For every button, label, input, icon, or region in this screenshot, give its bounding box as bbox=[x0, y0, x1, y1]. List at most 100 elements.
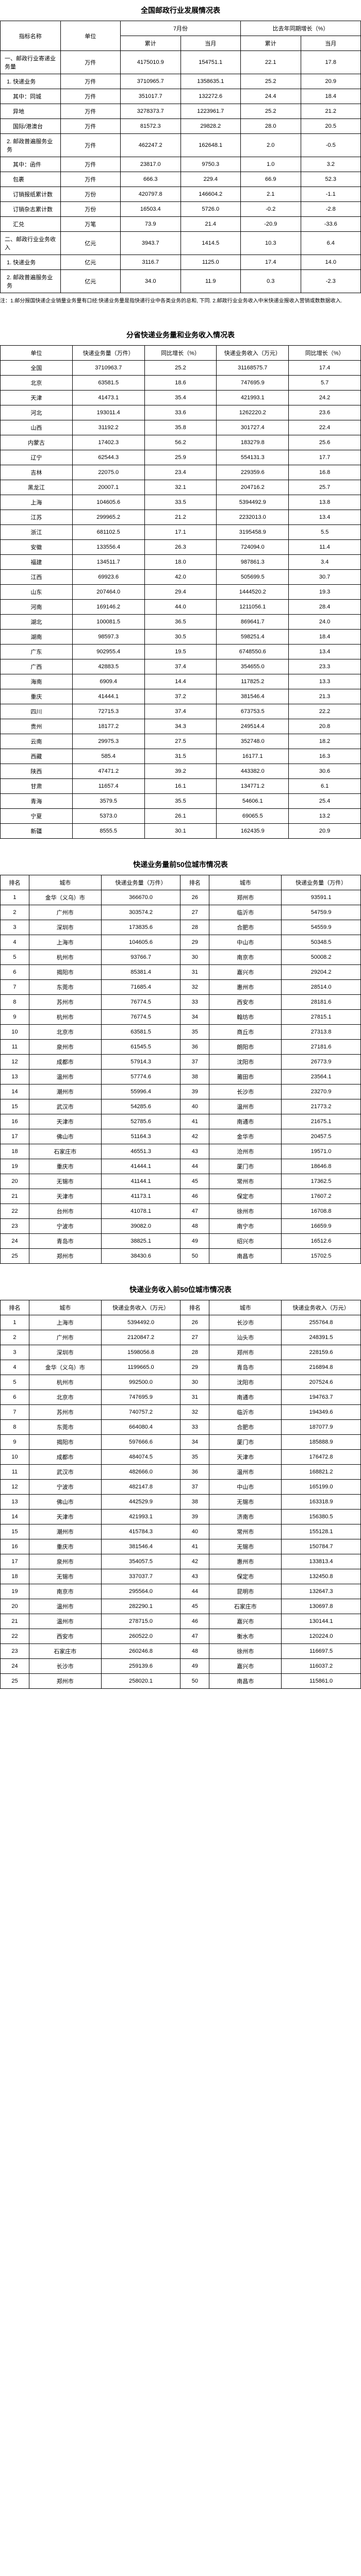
rank-l: 16 bbox=[1, 1114, 29, 1129]
city-l: 武汉市 bbox=[29, 1099, 101, 1114]
table-row: 19 南京市 295564.0 44 昆明市 132647.3 bbox=[1, 1584, 361, 1599]
city-r: 中山市 bbox=[209, 1480, 282, 1495]
city-r: 厦门市 bbox=[209, 1159, 282, 1174]
t4-h-c2: 城市 bbox=[209, 1300, 282, 1315]
val-r: 28181.6 bbox=[282, 995, 361, 1010]
t3-h-r1: 排名 bbox=[1, 875, 29, 890]
prov-rev: 1262220.2 bbox=[217, 405, 289, 420]
row-b: 1358635.1 bbox=[180, 74, 241, 89]
val-r: 120224.0 bbox=[282, 1629, 361, 1644]
val-r: 16708.8 bbox=[282, 1204, 361, 1219]
row-d: 20.9 bbox=[301, 74, 361, 89]
table-row: 25 郑州市 38430.6 50 南昌市 15702.5 bbox=[1, 1249, 361, 1264]
prov-vol: 585.4 bbox=[72, 749, 144, 764]
rank-r: 39 bbox=[180, 1510, 209, 1524]
prov-vol: 47471.2 bbox=[72, 764, 144, 779]
table-row: 17 佛山市 51164.3 42 金华市 20457.5 bbox=[1, 1129, 361, 1144]
rank-r: 39 bbox=[180, 1084, 209, 1099]
val-r: 187077.9 bbox=[282, 1420, 361, 1435]
prov-rev: 443382.0 bbox=[217, 764, 289, 779]
rank-r: 33 bbox=[180, 1420, 209, 1435]
row-d: 3.2 bbox=[301, 157, 361, 172]
city-l: 金华（义乌）市 bbox=[29, 890, 101, 905]
val-r: 228159.6 bbox=[282, 1345, 361, 1360]
prov-rev: 987861.3 bbox=[217, 555, 289, 570]
table-row: 贵州 18177.2 34.3 249514.4 20.8 bbox=[1, 719, 361, 734]
table-row: 海南 6909.4 14.4 117825.2 13.3 bbox=[1, 674, 361, 689]
prov-rev: 421993.1 bbox=[217, 391, 289, 405]
rank-l: 10 bbox=[1, 1025, 29, 1040]
prov-vol: 902955.4 bbox=[72, 645, 144, 659]
table-row: 河南 169146.2 44.0 1211056.1 28.4 bbox=[1, 600, 361, 615]
prov-volg: 29.4 bbox=[144, 585, 217, 600]
city-r: 西安市 bbox=[209, 995, 282, 1010]
val-r: 116697.5 bbox=[282, 1644, 361, 1659]
row-name: 2. 邮政普遍服务业务 bbox=[1, 270, 61, 293]
rank-l: 11 bbox=[1, 1465, 29, 1480]
row-c: 1.0 bbox=[241, 157, 301, 172]
rank-r: 45 bbox=[180, 1174, 209, 1189]
table-row: 13 温州市 57774.6 38 莆田市 23564.1 bbox=[1, 1070, 361, 1084]
prov-name: 河南 bbox=[1, 600, 73, 615]
rank-r: 43 bbox=[180, 1144, 209, 1159]
city-r: 嘉兴市 bbox=[209, 965, 282, 980]
city-r: 常州市 bbox=[209, 1524, 282, 1539]
city-r: 南通市 bbox=[209, 1114, 282, 1129]
val-l: 38430.6 bbox=[101, 1249, 180, 1264]
prov-revg: 3.4 bbox=[289, 555, 361, 570]
table-row: 其中：同城 万件 351017.7 132272.6 24.4 18.4 bbox=[1, 89, 361, 104]
table-row: 湖南 98597.3 30.5 598251.4 18.4 bbox=[1, 630, 361, 645]
prov-volg: 39.2 bbox=[144, 764, 217, 779]
table-row: 其中：函件 万件 23817.0 9750.3 1.0 3.2 bbox=[1, 157, 361, 172]
table-row: 甘肃 11657.4 16.1 134771.2 6.1 bbox=[1, 779, 361, 794]
table-row: 包裹 万件 666.3 229.4 66.9 52.3 bbox=[1, 172, 361, 187]
val-l: 2120847.2 bbox=[101, 1330, 180, 1345]
val-l: 337037.7 bbox=[101, 1569, 180, 1584]
row-unit: 万件 bbox=[60, 157, 121, 172]
prov-revg: 17.7 bbox=[289, 450, 361, 465]
city-r: 温州市 bbox=[209, 1099, 282, 1114]
prov-name: 云南 bbox=[1, 734, 73, 749]
city-l: 郑州市 bbox=[29, 1249, 101, 1264]
rank-l: 14 bbox=[1, 1084, 29, 1099]
city-l: 潮州市 bbox=[29, 1524, 101, 1539]
city-r: 郑州市 bbox=[209, 890, 282, 905]
prov-volg: 37.4 bbox=[144, 704, 217, 719]
table2: 单位 快递业务量（万件） 同比增长（%） 快递业务收入（万元） 同比增长（%） … bbox=[0, 345, 361, 839]
table3: 排名 城市 快递业务量（万件） 排名 城市 快递业务量（万件） 1 金华（义乌）… bbox=[0, 875, 361, 1264]
val-r: 194349.6 bbox=[282, 1405, 361, 1420]
val-l: 381546.4 bbox=[101, 1539, 180, 1554]
row-c: 0.3 bbox=[241, 270, 301, 293]
prov-name: 重庆 bbox=[1, 689, 73, 704]
prov-vol: 98597.3 bbox=[72, 630, 144, 645]
city-r: 昆明市 bbox=[209, 1584, 282, 1599]
table-row: 20 温州市 282290.1 45 石家庄市 130697.8 bbox=[1, 1599, 361, 1614]
prov-volg: 32.1 bbox=[144, 480, 217, 495]
city-r: 沈阳市 bbox=[209, 1375, 282, 1390]
val-l: 85381.4 bbox=[101, 965, 180, 980]
rank-l: 14 bbox=[1, 1510, 29, 1524]
rank-l: 12 bbox=[1, 1480, 29, 1495]
prov-rev: 183279.8 bbox=[217, 435, 289, 450]
row-b: 229.4 bbox=[180, 172, 241, 187]
row-d: 18.4 bbox=[301, 89, 361, 104]
prov-rev: 31168575.7 bbox=[217, 361, 289, 376]
table-row: 24 青岛市 38825.1 49 绍兴市 16512.6 bbox=[1, 1234, 361, 1249]
city-r: 温州市 bbox=[209, 1465, 282, 1480]
city-l: 无锡市 bbox=[29, 1174, 101, 1189]
rank-l: 22 bbox=[1, 1629, 29, 1644]
val-r: 17362.5 bbox=[282, 1174, 361, 1189]
table-row: 23 宁波市 39082.0 48 南宁市 16659.9 bbox=[1, 1219, 361, 1234]
val-r: 176472.8 bbox=[282, 1450, 361, 1465]
city-l: 金华（义乌）市 bbox=[29, 1360, 101, 1375]
prov-vol: 193011.4 bbox=[72, 405, 144, 420]
rank-r: 30 bbox=[180, 950, 209, 965]
table-row: 14 潮州市 55996.4 39 长沙市 23270.9 bbox=[1, 1084, 361, 1099]
table4-title: 快递业务收入前50位城市情况表 bbox=[0, 1279, 361, 1300]
prov-rev: 598251.4 bbox=[217, 630, 289, 645]
prov-revg: 25.7 bbox=[289, 480, 361, 495]
prov-vol: 104605.6 bbox=[72, 495, 144, 510]
prov-rev: 301727.4 bbox=[217, 420, 289, 435]
row-d: 17.8 bbox=[301, 51, 361, 74]
rank-r: 44 bbox=[180, 1159, 209, 1174]
